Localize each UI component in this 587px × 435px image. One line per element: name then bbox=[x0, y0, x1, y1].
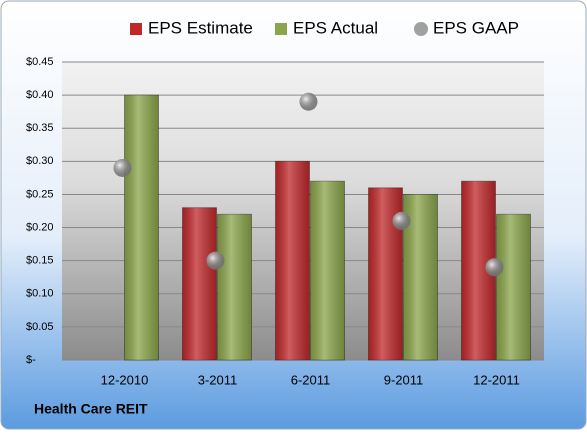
point-shine bbox=[392, 211, 411, 230]
x-tick-label: 3-2011 bbox=[198, 372, 238, 387]
legend-marker bbox=[275, 23, 287, 35]
legend-label: EPS Estimate bbox=[148, 18, 253, 37]
point-shine bbox=[113, 158, 132, 177]
point-shine bbox=[206, 251, 225, 270]
y-tick-label: $0.45 bbox=[26, 56, 54, 68]
y-tick-label: $- bbox=[26, 354, 36, 366]
y-tick-label: $0.05 bbox=[26, 321, 54, 333]
x-tick-label: 6-2011 bbox=[291, 372, 331, 387]
point-shine bbox=[299, 92, 318, 111]
bar-shine bbox=[275, 161, 310, 360]
y-tick-label: $0.15 bbox=[26, 255, 54, 267]
bar-shine bbox=[124, 95, 159, 360]
y-tick-label: $0.30 bbox=[26, 155, 54, 167]
point-shine bbox=[485, 258, 504, 277]
legend-label: EPS GAAP bbox=[433, 18, 519, 37]
bar-shine bbox=[310, 181, 345, 360]
legend-label: EPS Actual bbox=[293, 18, 378, 37]
y-tick-label: $0.20 bbox=[26, 221, 54, 233]
x-tick-label: 12-2010 bbox=[101, 372, 149, 387]
bar-shine bbox=[182, 207, 217, 360]
x-tick-label: 12-2011 bbox=[473, 372, 520, 387]
x-tick-label: 9-2011 bbox=[384, 372, 424, 387]
y-tick-label: $0.40 bbox=[26, 89, 54, 101]
footnote: Health Care REIT bbox=[34, 401, 148, 417]
y-tick-label: $0.25 bbox=[26, 188, 54, 200]
bar-shine bbox=[217, 214, 252, 360]
legend-marker bbox=[130, 23, 142, 35]
y-tick-label: $0.35 bbox=[26, 122, 54, 134]
y-tick-label: $0.10 bbox=[26, 288, 54, 300]
bar-shine bbox=[496, 214, 531, 360]
legend-marker bbox=[414, 22, 428, 36]
